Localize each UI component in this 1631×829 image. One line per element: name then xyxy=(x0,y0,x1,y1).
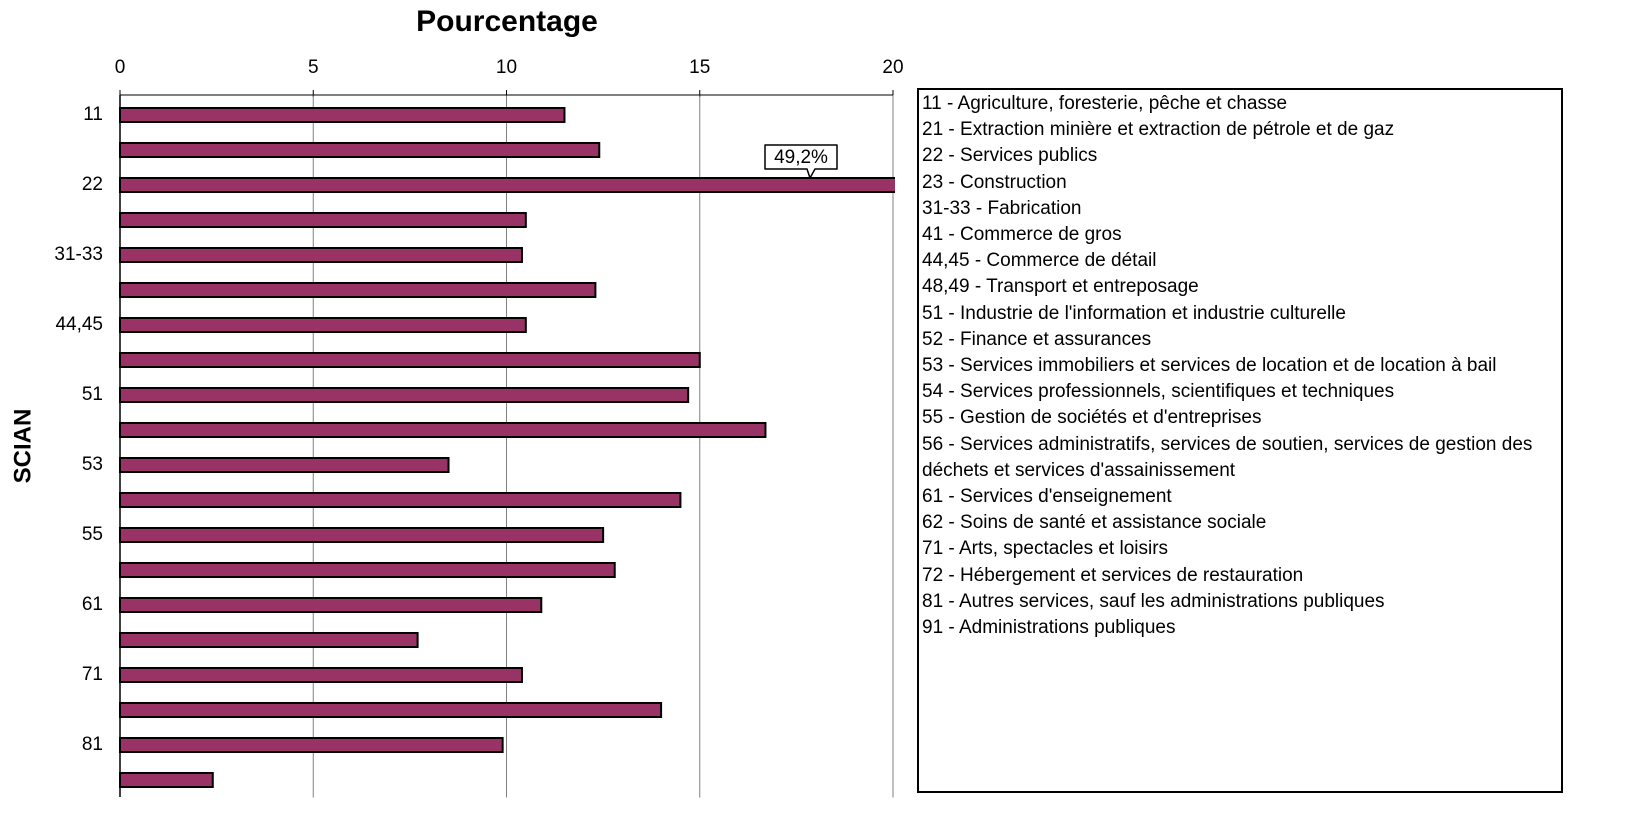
y-tick-label: 44,45 xyxy=(55,314,103,335)
legend-entry: 56 - Services administratifs, services d… xyxy=(922,432,1554,484)
legend-entry: 81 - Autres services, sauf les administr… xyxy=(922,589,1554,615)
bar xyxy=(120,563,615,577)
bar xyxy=(120,738,503,752)
legend-entry: 44,45 - Commerce de détail xyxy=(922,248,1554,274)
legend: 11 - Agriculture, foresterie, pêche et c… xyxy=(917,88,1563,793)
y-tick-label: 81 xyxy=(82,734,103,755)
legend-entry: 51 - Industrie de l'information et indus… xyxy=(922,301,1554,327)
legend-entry: 31-33 - Fabrication xyxy=(922,196,1554,222)
bar xyxy=(120,283,595,297)
y-tick-label: 51 xyxy=(82,384,103,405)
bar xyxy=(120,248,522,262)
bar xyxy=(120,388,688,402)
x-tick-label: 5 xyxy=(308,57,319,78)
bar xyxy=(120,423,765,437)
legend-entry: 41 - Commerce de gros xyxy=(922,222,1554,248)
legend-entry: 52 - Finance et assurances xyxy=(922,327,1554,353)
bar xyxy=(120,458,449,472)
y-tick-label: 31-33 xyxy=(54,244,103,265)
y-tick-label: 55 xyxy=(82,524,103,545)
legend-entry: 55 - Gestion de sociétés et d'entreprise… xyxy=(922,405,1554,431)
legend-entry: 22 - Services publics xyxy=(922,143,1554,169)
bars xyxy=(120,108,905,787)
bar xyxy=(120,773,213,787)
annotations: 49,2% xyxy=(765,145,837,178)
data-label: 49,2% xyxy=(774,147,828,168)
legend-entry: 72 - Hébergement et services de restaura… xyxy=(922,563,1554,589)
legend-entry: 54 - Services professionnels, scientifiq… xyxy=(922,379,1554,405)
bar xyxy=(120,318,526,332)
legend-entry: 21 - Extraction minière et extraction de… xyxy=(922,117,1554,143)
bar xyxy=(120,703,661,717)
bar xyxy=(120,668,522,682)
legend-entry: 48,49 - Transport et entreposage xyxy=(922,274,1554,300)
legend-entry: 71 - Arts, spectacles et loisirs xyxy=(922,536,1554,562)
legend-entry: 11 - Agriculture, foresterie, pêche et c… xyxy=(922,91,1554,117)
legend-entry: 53 - Services immobiliers et services de… xyxy=(922,353,1554,379)
bar xyxy=(120,213,526,227)
legend-entry: 61 - Services d'enseignement xyxy=(922,484,1554,510)
chart-title: Pourcentage xyxy=(416,5,598,38)
y-tick-label: 71 xyxy=(82,664,103,685)
legend-entry: 91 - Administrations publiques xyxy=(922,615,1554,641)
y-tick-label: 53 xyxy=(82,454,103,475)
legend-entry: 23 - Construction xyxy=(922,170,1554,196)
x-tick-label: 10 xyxy=(496,57,517,78)
y-axis-title: SCIAN xyxy=(9,409,36,484)
bar xyxy=(120,493,680,507)
bar xyxy=(120,108,564,122)
bar xyxy=(120,633,418,647)
legend-entry: 62 - Soins de santé et assistance social… xyxy=(922,510,1554,536)
x-tick-label: 15 xyxy=(689,57,710,78)
bar xyxy=(120,143,599,157)
page: Pourcentage SCIAN 49,2% 0 5 10 15 20 11 22 31-3… xyxy=(0,0,1631,829)
grid xyxy=(120,90,893,798)
y-tick-label: 11 xyxy=(83,104,103,125)
bar xyxy=(120,178,905,192)
y-tick-label: 61 xyxy=(82,594,103,615)
bar xyxy=(120,598,541,612)
y-tick-label: 22 xyxy=(82,174,103,195)
x-tick-label: 20 xyxy=(882,57,903,78)
x-tick-label: 0 xyxy=(115,57,126,78)
chart: Pourcentage SCIAN 49,2% 0 5 10 15 20 11 22 31-3… xyxy=(0,0,905,829)
bar xyxy=(120,528,603,542)
bar xyxy=(120,353,700,367)
